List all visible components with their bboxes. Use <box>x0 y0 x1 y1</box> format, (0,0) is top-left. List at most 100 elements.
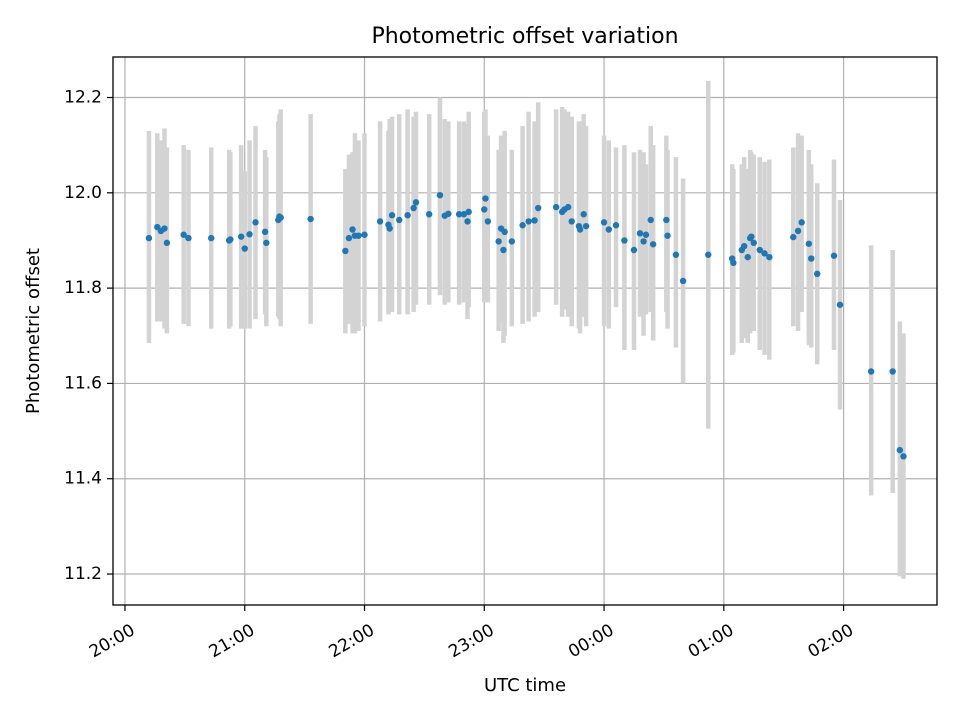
data-point <box>582 222 590 230</box>
data-point <box>568 218 575 225</box>
data-point <box>501 228 508 236</box>
data-point <box>349 226 356 233</box>
data-point <box>756 246 763 254</box>
data-point <box>500 246 507 254</box>
y-tick-label: 11.4 <box>64 469 102 489</box>
chart-title: Photometric offset variation <box>371 24 678 49</box>
data-point <box>663 216 670 224</box>
y-tick-label: 11.8 <box>64 278 102 298</box>
data-point <box>790 233 797 241</box>
data-point <box>252 219 259 226</box>
data-point <box>805 240 813 247</box>
data-point <box>425 211 433 218</box>
data-point <box>208 234 215 242</box>
x-tick-label: 22:00 <box>326 620 378 662</box>
data-point <box>576 226 584 233</box>
data-point <box>404 212 411 219</box>
y-tick-label: 11.2 <box>64 564 102 584</box>
data-point <box>345 234 353 242</box>
data-point <box>263 239 270 247</box>
data-point <box>484 218 492 225</box>
data-point <box>241 245 248 252</box>
data-point <box>705 251 712 258</box>
data-point <box>388 212 396 219</box>
data-point <box>495 238 502 245</box>
data-point <box>436 191 444 199</box>
data-point <box>580 211 587 218</box>
x-tick-label: 01:00 <box>685 620 737 662</box>
data-point <box>163 239 171 247</box>
data-point <box>564 203 572 211</box>
data-point <box>642 231 650 238</box>
data-point <box>798 219 805 226</box>
data-point <box>376 218 384 225</box>
data-point <box>307 215 314 223</box>
data-point <box>508 238 516 245</box>
y-tick-label: 12.0 <box>64 183 102 203</box>
y-tick-label: 12.2 <box>64 88 102 108</box>
data-point <box>730 259 737 267</box>
plot-frame <box>112 56 938 606</box>
data-point <box>612 222 620 229</box>
data-point <box>867 368 875 375</box>
data-point <box>672 251 680 258</box>
data-point <box>664 232 671 239</box>
data-point <box>761 250 768 257</box>
data-point <box>237 233 245 240</box>
x-axis-label: UTC time <box>484 675 566 696</box>
data-point <box>830 252 838 259</box>
data-point <box>519 222 526 229</box>
data-point <box>185 234 192 242</box>
x-tick-label: 21:00 <box>206 620 258 662</box>
data-points <box>145 191 907 460</box>
data-point <box>647 216 654 224</box>
data-point <box>445 210 452 217</box>
data-point <box>896 446 904 454</box>
data-point <box>748 233 755 240</box>
data-point <box>481 206 488 213</box>
data-point <box>261 228 269 236</box>
data-point <box>740 242 748 250</box>
data-point <box>410 204 417 212</box>
data-point <box>605 226 613 233</box>
y-axis-label: Photometric offset <box>23 248 44 414</box>
data-point <box>180 231 187 238</box>
x-tick-label: 23:00 <box>445 620 497 662</box>
data-point <box>640 238 647 245</box>
data-point <box>396 216 403 224</box>
x-axis-ticks: 20:00 21:00 22:00 23:00 00:00 01:00 02:00 <box>86 605 857 662</box>
error-bars <box>146 80 906 579</box>
data-point <box>482 195 489 202</box>
data-point <box>814 270 821 278</box>
x-tick-label: 00:00 <box>565 620 617 662</box>
data-point <box>342 247 349 255</box>
data-point <box>361 231 368 238</box>
data-point <box>460 211 468 218</box>
data-point <box>744 253 751 261</box>
data-point <box>630 246 638 254</box>
data-point <box>525 218 532 225</box>
x-tick-label: 02:00 <box>805 620 857 662</box>
y-tick-label: 11.6 <box>64 373 102 393</box>
data-point <box>161 225 168 232</box>
data-point <box>531 217 538 224</box>
data-point <box>455 211 463 218</box>
data-point <box>836 301 844 308</box>
y-axis-ticks: 11.2 11.4 11.6 11.8 12.0 12.2 <box>64 88 113 584</box>
data-point <box>600 219 608 226</box>
x-tick-label: 20:00 <box>86 620 138 662</box>
data-point <box>386 225 393 232</box>
data-point <box>465 208 472 216</box>
data-point <box>808 255 815 262</box>
data-point <box>900 453 907 460</box>
data-point <box>750 239 757 247</box>
data-point <box>679 277 687 285</box>
data-point <box>534 204 542 212</box>
data-point <box>649 241 657 248</box>
data-point <box>794 227 802 235</box>
data-point <box>636 230 644 237</box>
data-point <box>464 218 471 225</box>
data-point <box>766 253 773 261</box>
data-point <box>227 236 234 243</box>
